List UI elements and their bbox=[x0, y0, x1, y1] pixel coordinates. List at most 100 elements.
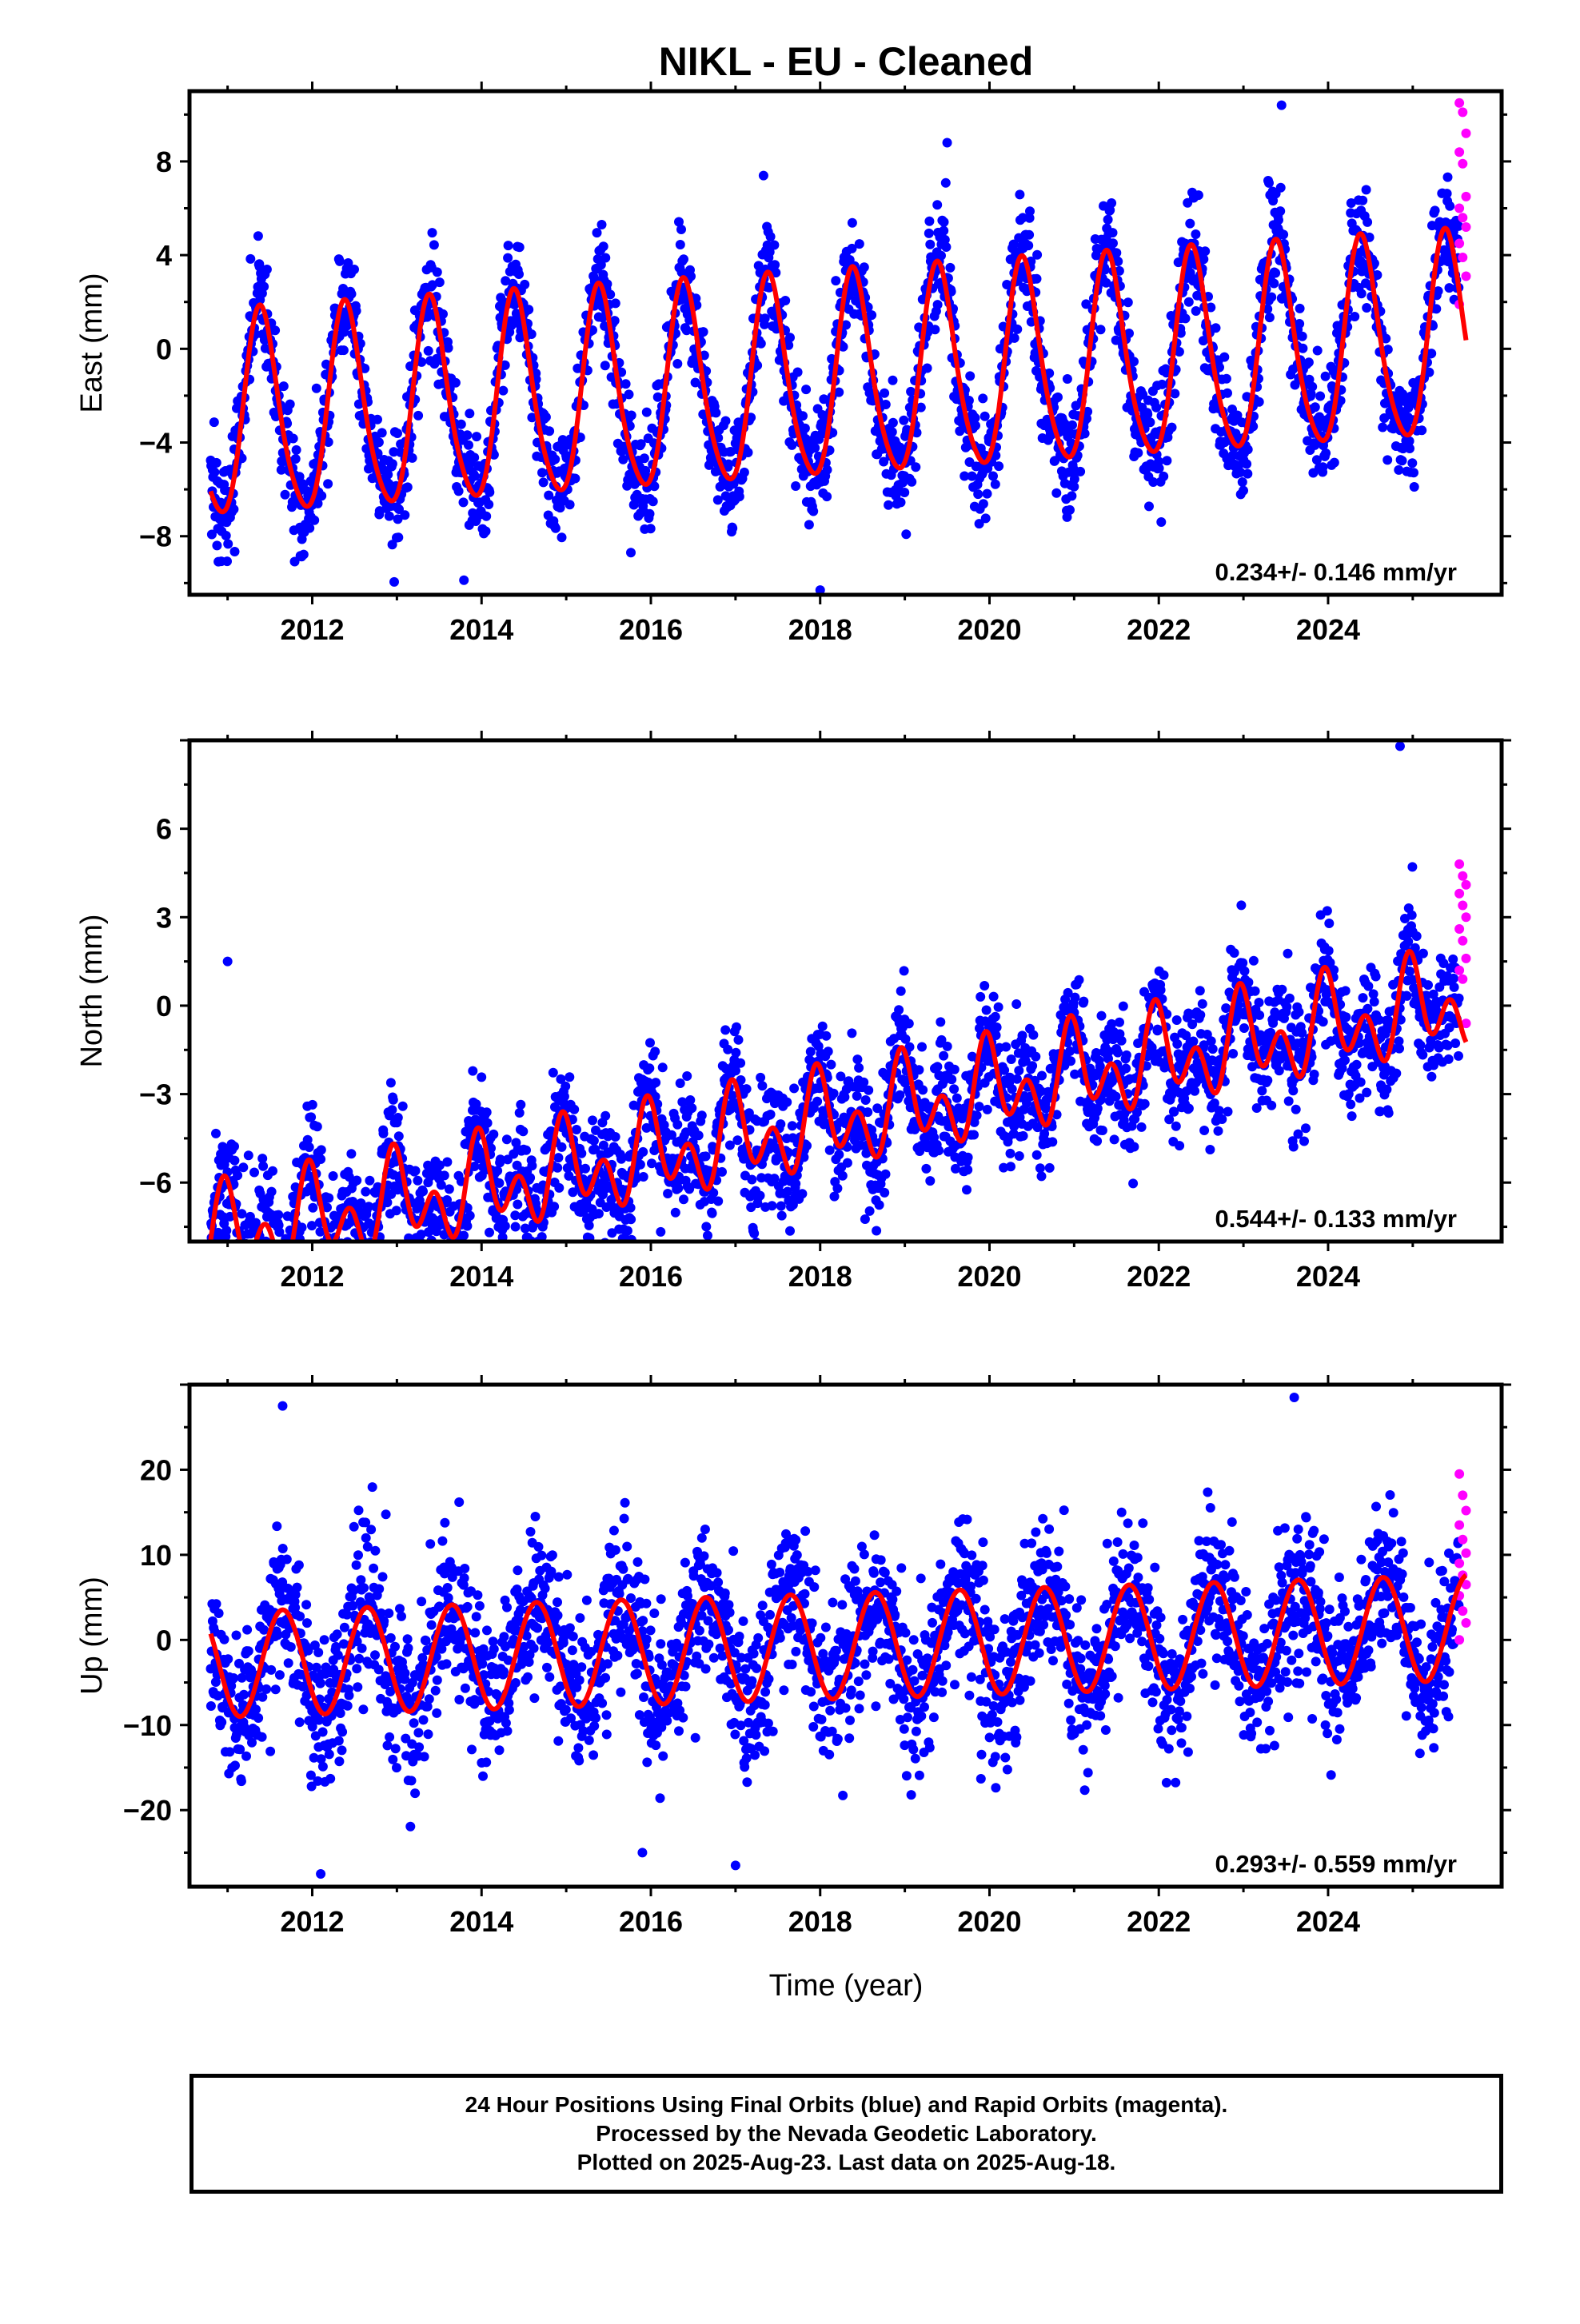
final-point bbox=[648, 496, 658, 506]
final-point bbox=[1228, 1049, 1238, 1058]
final-point bbox=[854, 1063, 864, 1073]
final-point bbox=[1037, 1171, 1047, 1181]
final-point bbox=[510, 1244, 520, 1254]
final-point bbox=[408, 1258, 417, 1267]
final-point bbox=[442, 1158, 452, 1167]
final-point bbox=[884, 500, 893, 510]
final-point bbox=[717, 1167, 727, 1177]
final-point bbox=[1113, 1048, 1123, 1058]
final-point bbox=[439, 1290, 449, 1300]
final-point bbox=[259, 282, 269, 292]
final-point bbox=[267, 1270, 277, 1280]
final-point bbox=[352, 1250, 361, 1259]
final-point bbox=[503, 253, 513, 263]
final-point bbox=[782, 1098, 792, 1107]
final-point bbox=[259, 1279, 269, 1289]
final-point bbox=[498, 386, 508, 396]
final-point bbox=[1191, 306, 1201, 316]
final-point bbox=[244, 1150, 253, 1160]
final-point bbox=[252, 1242, 261, 1252]
final-point bbox=[569, 1105, 579, 1114]
final-point bbox=[285, 1244, 295, 1254]
final-point bbox=[278, 1245, 288, 1254]
final-point bbox=[793, 368, 803, 377]
final-point bbox=[1269, 279, 1279, 289]
final-point bbox=[457, 420, 466, 429]
y-tick-label: 4 bbox=[156, 239, 172, 272]
final-point bbox=[904, 1018, 914, 1028]
final-point bbox=[248, 1266, 257, 1275]
final-point bbox=[1144, 501, 1154, 511]
final-point bbox=[553, 1163, 562, 1173]
final-point bbox=[269, 1294, 279, 1304]
final-point bbox=[1031, 1052, 1040, 1062]
final-point bbox=[895, 1090, 904, 1100]
final-point bbox=[238, 1244, 248, 1254]
final-point bbox=[212, 1254, 221, 1263]
final-point bbox=[612, 1250, 622, 1260]
final-point bbox=[502, 1134, 512, 1144]
final-point bbox=[285, 400, 295, 409]
final-point bbox=[1239, 486, 1248, 496]
final-point bbox=[257, 1250, 267, 1259]
final-point bbox=[501, 1222, 510, 1231]
final-point bbox=[589, 1136, 599, 1146]
final-point bbox=[900, 966, 909, 975]
final-point bbox=[1275, 206, 1285, 216]
final-point bbox=[560, 1092, 569, 1102]
final-point bbox=[232, 1251, 241, 1261]
final-point bbox=[459, 1231, 469, 1241]
final-point bbox=[424, 346, 433, 356]
rapid-point bbox=[1462, 129, 1471, 138]
final-point bbox=[469, 452, 479, 462]
final-point bbox=[1257, 1086, 1267, 1095]
final-point bbox=[1407, 458, 1417, 468]
final-point bbox=[1321, 448, 1331, 458]
final-point bbox=[481, 527, 491, 536]
final-point bbox=[994, 461, 1003, 471]
final-point bbox=[1319, 462, 1328, 472]
final-point bbox=[379, 1129, 389, 1138]
final-point bbox=[408, 453, 417, 463]
final-point bbox=[1122, 1050, 1131, 1060]
final-point bbox=[406, 1263, 416, 1273]
final-point bbox=[271, 1279, 281, 1289]
final-point bbox=[1304, 357, 1314, 367]
final-point bbox=[1295, 304, 1305, 313]
final-point bbox=[413, 411, 423, 421]
final-point bbox=[756, 339, 766, 349]
final-point bbox=[279, 1302, 289, 1311]
final-point bbox=[450, 1250, 460, 1259]
final-point bbox=[279, 381, 289, 391]
final-point bbox=[411, 1166, 421, 1176]
final-point bbox=[534, 1257, 544, 1266]
final-point bbox=[989, 992, 999, 1002]
final-point bbox=[1214, 1126, 1223, 1136]
final-point bbox=[812, 1097, 822, 1106]
final-point bbox=[921, 1164, 931, 1174]
final-point bbox=[1363, 217, 1372, 227]
final-point bbox=[281, 1301, 291, 1310]
final-point bbox=[1405, 444, 1414, 453]
final-point bbox=[798, 411, 808, 421]
final-point bbox=[863, 1107, 872, 1117]
final-point bbox=[493, 1166, 502, 1176]
final-point bbox=[1172, 1039, 1182, 1049]
final-point bbox=[561, 1082, 570, 1091]
final-point bbox=[646, 524, 656, 533]
final-point bbox=[1128, 1178, 1138, 1188]
final-point bbox=[1092, 1136, 1102, 1146]
final-point bbox=[1155, 464, 1164, 473]
final-point bbox=[1011, 999, 1021, 1009]
final-point bbox=[425, 1290, 434, 1300]
final-point bbox=[720, 1025, 730, 1034]
final-point bbox=[852, 1054, 862, 1064]
final-point bbox=[1330, 458, 1339, 468]
final-point bbox=[627, 411, 636, 421]
final-point bbox=[449, 1246, 458, 1255]
final-point bbox=[867, 310, 876, 320]
final-point bbox=[229, 504, 238, 514]
final-point bbox=[211, 1129, 221, 1138]
final-point bbox=[317, 491, 326, 500]
final-point bbox=[1301, 1123, 1311, 1133]
